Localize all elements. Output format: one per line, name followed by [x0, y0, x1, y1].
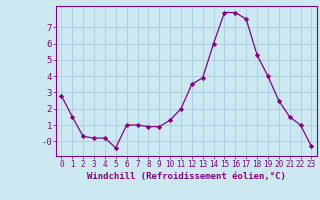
X-axis label: Windchill (Refroidissement éolien,°C): Windchill (Refroidissement éolien,°C) — [87, 172, 286, 181]
